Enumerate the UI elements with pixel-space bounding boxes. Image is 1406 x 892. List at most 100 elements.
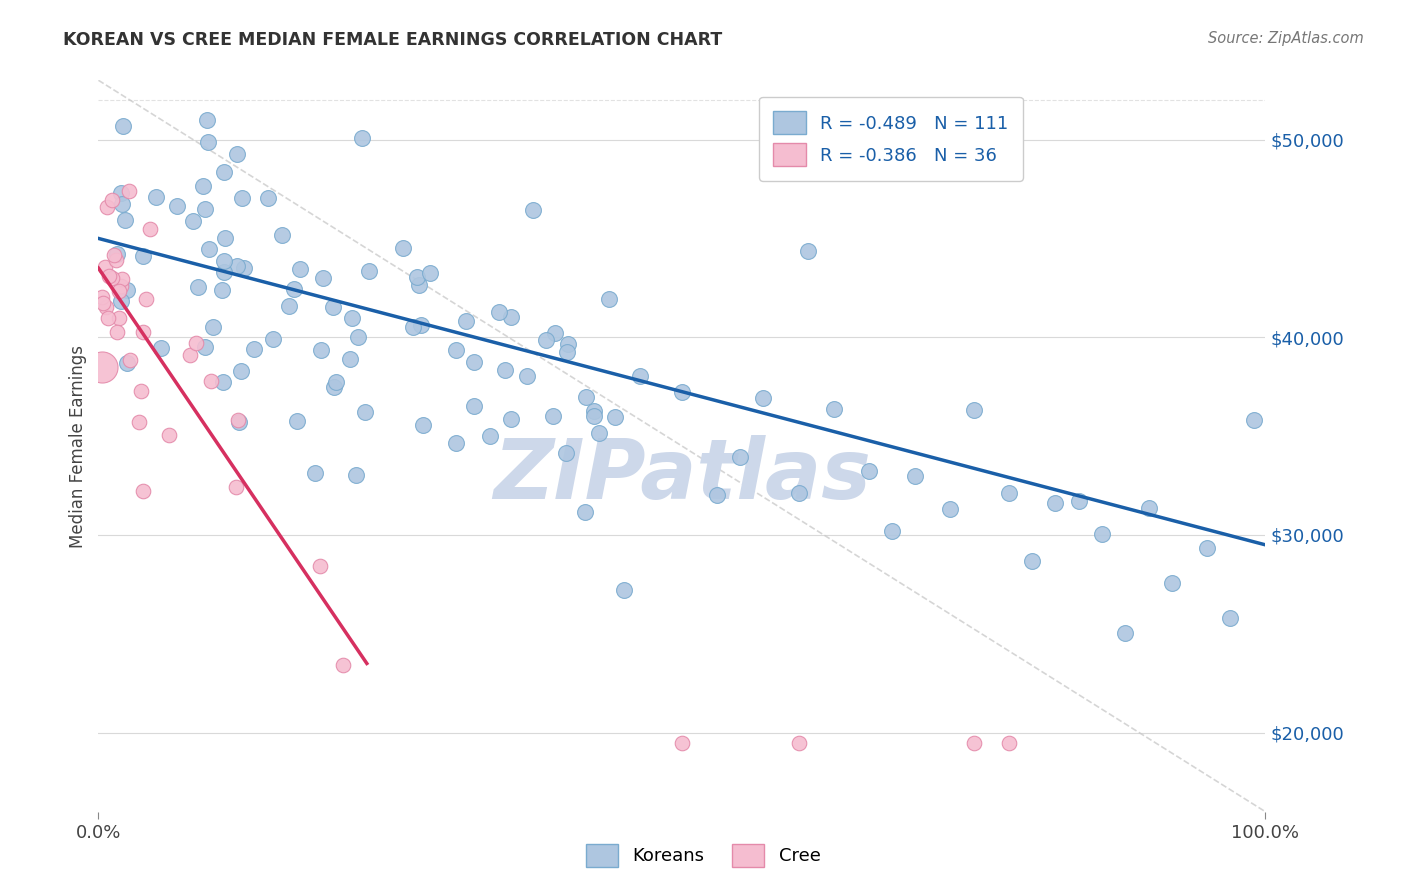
Point	[101, 271, 124, 285]
Point	[730, 450, 752, 465]
Point	[166, 199, 188, 213]
Point	[91, 296, 114, 310]
Point	[605, 409, 627, 424]
Point	[582, 409, 605, 423]
Point	[198, 242, 221, 256]
Point	[212, 164, 235, 178]
Point	[111, 272, 134, 286]
Point	[110, 186, 132, 200]
Point	[904, 469, 927, 483]
Point	[997, 486, 1019, 500]
Point	[405, 270, 427, 285]
Point	[1219, 611, 1241, 625]
Point	[392, 241, 415, 255]
Point	[555, 344, 578, 359]
Point	[103, 248, 125, 262]
Point	[135, 293, 157, 307]
Point	[201, 319, 224, 334]
Point	[1195, 541, 1218, 556]
Point	[325, 375, 347, 389]
Point	[787, 486, 810, 500]
Point	[962, 735, 984, 749]
Point	[409, 318, 432, 333]
Point	[117, 184, 139, 198]
Point	[752, 392, 775, 406]
Point	[179, 348, 201, 362]
Point	[187, 280, 209, 294]
Point	[1091, 527, 1114, 541]
Point	[231, 191, 253, 205]
Point	[114, 212, 136, 227]
Point	[671, 385, 693, 400]
Point	[132, 484, 155, 499]
Point	[194, 340, 217, 354]
Point	[446, 343, 468, 357]
Point	[100, 194, 122, 208]
Point	[1161, 575, 1184, 590]
Point	[149, 341, 172, 355]
Point	[225, 480, 247, 494]
Point	[115, 356, 138, 370]
Point	[408, 278, 430, 293]
Point	[290, 261, 312, 276]
Point	[157, 427, 180, 442]
Point	[283, 282, 305, 296]
Point	[1114, 626, 1136, 640]
Y-axis label: Median Female Earnings: Median Female Earnings	[69, 344, 87, 548]
Point	[322, 380, 344, 394]
Point	[212, 376, 235, 390]
Point	[823, 401, 845, 416]
Point	[444, 435, 467, 450]
Point	[233, 260, 256, 275]
Point	[536, 333, 558, 347]
Point	[598, 293, 620, 307]
Point	[322, 300, 344, 314]
Point	[111, 120, 134, 134]
Point	[195, 112, 218, 127]
Point	[309, 558, 332, 573]
Point	[257, 190, 280, 204]
Point	[412, 417, 434, 432]
Point	[797, 244, 820, 258]
Point	[110, 279, 132, 293]
Point	[117, 283, 139, 297]
Legend: Koreans, Cree: Koreans, Cree	[578, 837, 828, 874]
Point	[858, 464, 880, 478]
Point	[181, 213, 204, 227]
Point	[228, 415, 250, 429]
Point	[357, 264, 380, 278]
Point	[557, 337, 579, 351]
Point	[197, 135, 219, 149]
Point	[1021, 553, 1043, 567]
Point	[479, 428, 502, 442]
Point	[488, 305, 510, 319]
Point	[332, 657, 354, 672]
Point	[262, 332, 284, 346]
Point	[304, 467, 326, 481]
Point	[346, 330, 368, 344]
Point	[110, 293, 132, 308]
Point	[522, 202, 544, 217]
Point	[309, 343, 332, 357]
Point	[96, 200, 118, 214]
Point	[787, 735, 810, 749]
Point	[231, 364, 253, 378]
Point	[613, 582, 636, 597]
Point	[499, 412, 522, 426]
Point	[132, 249, 155, 263]
Point	[419, 266, 441, 280]
Point	[1067, 493, 1090, 508]
Point	[555, 446, 578, 460]
Point	[354, 405, 377, 419]
Point	[339, 352, 361, 367]
Point	[212, 265, 235, 279]
Point	[495, 363, 517, 377]
Point	[108, 311, 131, 326]
Point	[97, 268, 120, 283]
Point	[574, 505, 596, 519]
Point	[184, 336, 207, 351]
Point	[516, 368, 538, 383]
Point	[544, 326, 567, 340]
Point	[226, 147, 249, 161]
Point	[111, 196, 134, 211]
